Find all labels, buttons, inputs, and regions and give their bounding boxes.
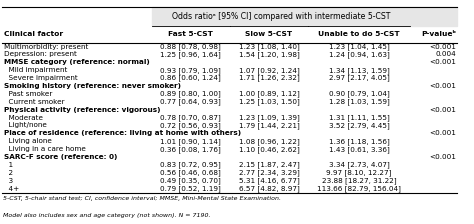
Text: 1.43 [0.61, 3.36]: 1.43 [0.61, 3.36]: [328, 146, 390, 153]
Text: 1.71 [1.26, 2.32]: 1.71 [1.26, 2.32]: [238, 75, 300, 82]
Text: 1.01 [0.90, 1.14]: 1.01 [0.90, 1.14]: [160, 138, 221, 145]
Text: 5.31 [4.16, 6.77]: 5.31 [4.16, 6.77]: [238, 177, 300, 184]
Text: 3.34 [2.73, 4.07]: 3.34 [2.73, 4.07]: [328, 162, 390, 168]
Text: Slow 5-CST: Slow 5-CST: [246, 31, 292, 37]
Text: 0.004: 0.004: [435, 52, 456, 57]
Text: 1.79 [1.44, 2.21]: 1.79 [1.44, 2.21]: [238, 122, 300, 129]
Text: 1.08 [0.96, 1.22]: 1.08 [0.96, 1.22]: [238, 138, 300, 145]
Bar: [152, 7, 457, 26]
Text: Living in a care home: Living in a care home: [4, 146, 86, 152]
Text: 113.66 [82.79, 156.04]: 113.66 [82.79, 156.04]: [317, 185, 401, 192]
Text: 1.24 [0.94, 1.63]: 1.24 [0.94, 1.63]: [328, 51, 390, 58]
Text: 1.34 [1.13, 1.59]: 1.34 [1.13, 1.59]: [328, 67, 390, 73]
Text: 0.83 [0.72, 0.95]: 0.83 [0.72, 0.95]: [160, 162, 221, 168]
Text: Moderate: Moderate: [4, 115, 43, 121]
Text: SARC-F score (reference: 0): SARC-F score (reference: 0): [4, 154, 117, 160]
Text: 1.36 [1.18, 1.56]: 1.36 [1.18, 1.56]: [328, 138, 390, 145]
Text: <0.001: <0.001: [429, 43, 456, 50]
Text: 3: 3: [4, 178, 13, 184]
Text: <0.001: <0.001: [429, 59, 456, 65]
Text: 2.77 [2.34, 3.29]: 2.77 [2.34, 3.29]: [238, 170, 300, 176]
Text: 0.72 [0.56, 0.93]: 0.72 [0.56, 0.93]: [160, 122, 221, 129]
Text: 4+: 4+: [4, 186, 19, 192]
Text: 0.89 [0.80, 1.00]: 0.89 [0.80, 1.00]: [160, 90, 221, 97]
Text: 3.52 [2.79, 4.45]: 3.52 [2.79, 4.45]: [328, 122, 390, 129]
Text: 2.97 [2.17, 4.05]: 2.97 [2.17, 4.05]: [328, 75, 390, 82]
Text: 1.54 [1.20, 1.98]: 1.54 [1.20, 1.98]: [238, 51, 300, 58]
Text: Odds ratioᵃ [95% CI] compared with intermediate 5-CST: Odds ratioᵃ [95% CI] compared with inter…: [172, 12, 390, 21]
Text: 0.93 [0.79, 1.09]: 0.93 [0.79, 1.09]: [160, 67, 221, 73]
Text: 1.23 [1.09, 1.39]: 1.23 [1.09, 1.39]: [238, 114, 300, 121]
Text: 1.28 [1.03, 1.59]: 1.28 [1.03, 1.59]: [328, 98, 390, 105]
Text: 1: 1: [4, 162, 13, 168]
Text: 9.97 [8.10, 12.27]: 9.97 [8.10, 12.27]: [327, 170, 392, 176]
Text: Unable to do 5-CST: Unable to do 5-CST: [318, 31, 400, 37]
Text: 0.88 [0.78, 0.98]: 0.88 [0.78, 0.98]: [160, 43, 221, 50]
Text: 0.90 [0.79, 1.04]: 0.90 [0.79, 1.04]: [328, 90, 390, 97]
Text: <0.001: <0.001: [429, 107, 456, 113]
Text: Mild impairment: Mild impairment: [4, 67, 67, 73]
Text: 0.78 [0.70, 0.87]: 0.78 [0.70, 0.87]: [160, 114, 221, 121]
Text: 1.25 [1.03, 1.50]: 1.25 [1.03, 1.50]: [238, 98, 300, 105]
Text: 6.57 [4.82, 8.97]: 6.57 [4.82, 8.97]: [238, 185, 300, 192]
Text: Clinical factor: Clinical factor: [4, 31, 63, 37]
Text: Light/none: Light/none: [4, 123, 46, 129]
Text: 1.23 [1.08, 1.40]: 1.23 [1.08, 1.40]: [238, 43, 300, 50]
Text: Fast 5-CST: Fast 5-CST: [168, 31, 213, 37]
Text: 1.10 [0.46, 2.62]: 1.10 [0.46, 2.62]: [238, 146, 300, 153]
Text: 2.15 [1.87, 2.47]: 2.15 [1.87, 2.47]: [238, 162, 300, 168]
Text: Current smoker: Current smoker: [4, 99, 64, 105]
Text: Place of residence (reference: living at home with others): Place of residence (reference: living at…: [4, 130, 241, 136]
Text: 0.36 [0.08, 1.76]: 0.36 [0.08, 1.76]: [160, 146, 221, 153]
Text: 1.07 [0.92, 1.24]: 1.07 [0.92, 1.24]: [238, 67, 300, 73]
Text: 0.79 [0.52, 1.19]: 0.79 [0.52, 1.19]: [160, 185, 221, 192]
Text: Model also includes sex and age category (not shown). N = 7190.: Model also includes sex and age category…: [3, 213, 211, 218]
Text: <0.001: <0.001: [429, 154, 456, 160]
Text: 23.88 [18.27, 31.22]: 23.88 [18.27, 31.22]: [322, 177, 396, 184]
Text: <0.001: <0.001: [429, 83, 456, 89]
Text: <0.001: <0.001: [429, 130, 456, 136]
Text: 0.56 [0.46, 0.68]: 0.56 [0.46, 0.68]: [160, 170, 221, 176]
Text: Severe impairment: Severe impairment: [4, 75, 78, 81]
Text: 0.77 [0.64, 0.93]: 0.77 [0.64, 0.93]: [160, 98, 221, 105]
Text: 1.25 [0.96, 1.64]: 1.25 [0.96, 1.64]: [160, 51, 221, 58]
Text: Living alone: Living alone: [4, 138, 52, 144]
Text: Smoking history (reference: never smoker): Smoking history (reference: never smoker…: [4, 83, 181, 89]
Text: 1.00 [0.89, 1.12]: 1.00 [0.89, 1.12]: [238, 90, 300, 97]
Text: 2: 2: [4, 170, 13, 176]
Text: MMSE category (reference: normal): MMSE category (reference: normal): [4, 59, 149, 65]
Text: 1.23 [1.04, 1.45]: 1.23 [1.04, 1.45]: [328, 43, 390, 50]
Bar: [2, 7, 152, 26]
Text: 0.49 [0.35, 0.70]: 0.49 [0.35, 0.70]: [160, 177, 221, 184]
Text: Physical activity (reference: vigorous): Physical activity (reference: vigorous): [4, 107, 160, 113]
Text: 0.86 [0.60, 1.24]: 0.86 [0.60, 1.24]: [160, 75, 221, 82]
Text: Past smoker: Past smoker: [4, 91, 52, 97]
Text: Depression: present: Depression: present: [4, 52, 77, 57]
Text: Multimorbidity: present: Multimorbidity: present: [4, 43, 88, 50]
Text: 5-CST, 5-chair stand test; CI, confidence interval; MMSE, Mini-Mental State Exam: 5-CST, 5-chair stand test; CI, confidenc…: [3, 196, 281, 201]
Text: P-valueᵇ: P-valueᵇ: [421, 31, 456, 37]
Text: 1.31 [1.11, 1.55]: 1.31 [1.11, 1.55]: [328, 114, 390, 121]
